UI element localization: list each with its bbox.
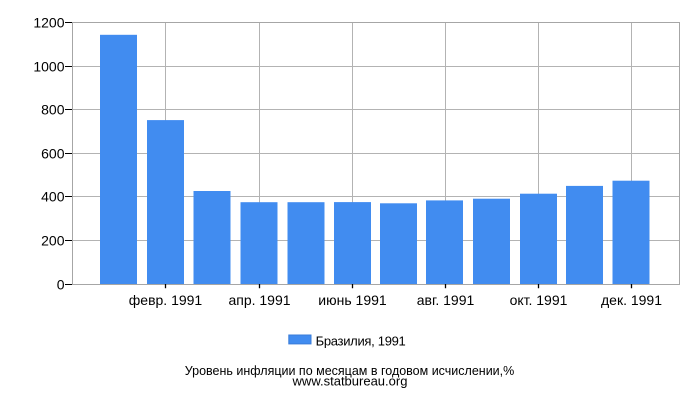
- svg-text:www.statbureau.org: www.statbureau.org: [292, 373, 408, 388]
- svg-text:Бразилия, 1991: Бразилия, 1991: [316, 334, 406, 349]
- svg-text:апр. 1991: апр. 1991: [228, 292, 290, 308]
- svg-text:200: 200: [41, 232, 65, 248]
- svg-text:авг. 1991: авг. 1991: [417, 292, 475, 308]
- svg-text:1000: 1000: [33, 58, 64, 74]
- svg-text:июнь 1991: июнь 1991: [318, 292, 387, 308]
- svg-text:1200: 1200: [33, 14, 64, 30]
- svg-text:600: 600: [41, 145, 65, 161]
- svg-text:800: 800: [41, 101, 65, 117]
- svg-text:Уровень инфляции по месяцам в: Уровень инфляции по месяцам в годовом ис…: [185, 364, 515, 378]
- svg-text:0: 0: [57, 276, 65, 292]
- svg-text:февр. 1991: февр. 1991: [129, 292, 203, 308]
- svg-text:400: 400: [41, 188, 65, 204]
- svg-text:окт. 1991: окт. 1991: [510, 292, 568, 308]
- svg-text:дек. 1991: дек. 1991: [601, 292, 662, 308]
